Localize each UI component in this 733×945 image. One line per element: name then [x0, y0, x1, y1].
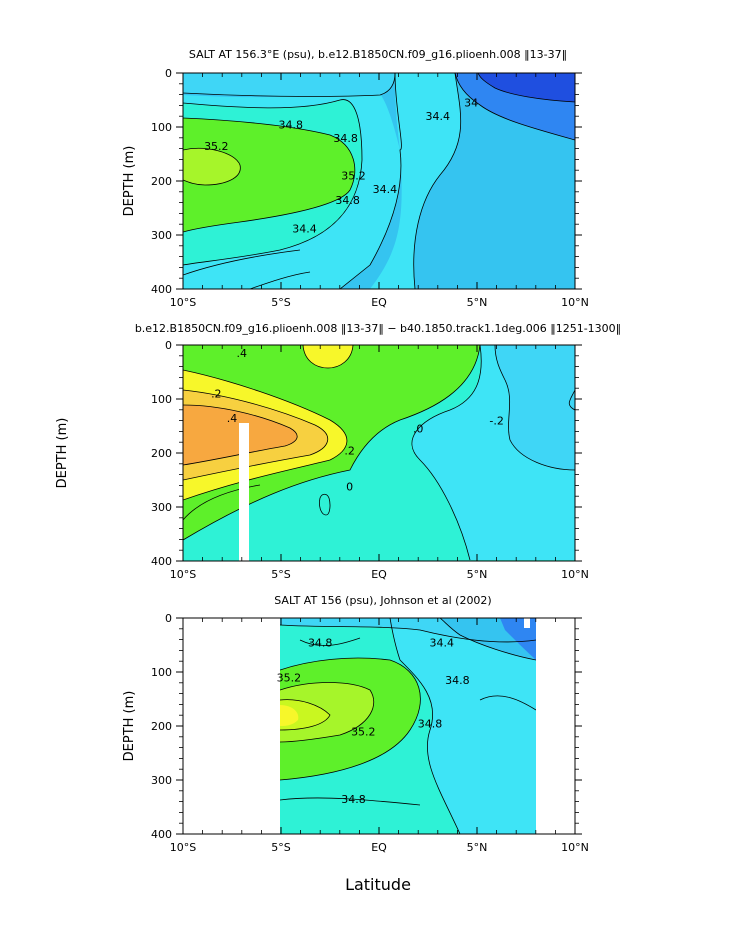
- contour-label: 34.8: [418, 717, 443, 730]
- y-tick-label: 200: [151, 720, 172, 733]
- panel-2-axes: 10°S 5°S EQ 5°N 10°N 0 100 200 300 400: [151, 339, 589, 581]
- y-tick-label: 300: [151, 229, 172, 242]
- contour-label: 34.4: [292, 223, 317, 236]
- panel-1: SALT AT 156.3°E (psu), b.e12.B1850CN.f09…: [122, 48, 589, 309]
- contour-label: 34.4: [429, 636, 454, 649]
- contour-label: 35.2: [351, 725, 376, 738]
- x-tick-label: EQ: [371, 568, 387, 581]
- x-axis-label: Latitude: [345, 875, 411, 894]
- x-tick-label: 10°N: [561, 841, 589, 854]
- panel-1-field: [183, 73, 575, 289]
- x-tick-label: 5°S: [271, 841, 290, 854]
- x-tick-label: 5°N: [467, 841, 488, 854]
- y-tick-label: 0: [165, 612, 172, 625]
- x-tick-label: 10°S: [170, 841, 196, 854]
- panel-3-ylabel: DEPTH (m): [122, 691, 137, 762]
- contour-label: 35.2: [341, 170, 366, 183]
- contour-label: 34.4: [373, 183, 398, 196]
- panel-1-title: SALT AT 156.3°E (psu), b.e12.B1850CN.f09…: [189, 48, 567, 61]
- y-tick-label: 400: [151, 828, 172, 841]
- x-tick-label: 5°S: [271, 568, 290, 581]
- y-tick-label: 100: [151, 393, 172, 406]
- panel-1-ylabel: DEPTH (m): [122, 146, 137, 217]
- y-tick-label: 300: [151, 774, 172, 787]
- y-tick-label: 400: [151, 555, 172, 568]
- x-tick-label: 5°N: [467, 296, 488, 309]
- panel-3: SALT AT 156 (psu), Johnson et al (2002): [122, 594, 589, 854]
- contour-label: 0: [346, 480, 353, 493]
- y-tick-label: 200: [151, 175, 172, 188]
- contour-label: 34: [464, 97, 478, 110]
- y-tick-label: 0: [165, 67, 172, 80]
- contour-label: .0: [413, 423, 424, 436]
- x-tick-label: EQ: [371, 841, 387, 854]
- x-tick-label: 5°S: [271, 296, 290, 309]
- panel-2-contour-labels: .4 .2 .4 .2 .0 -.2 0: [211, 347, 504, 493]
- y-tick-label: 200: [151, 447, 172, 460]
- contour-label: .2: [344, 444, 355, 457]
- panel-2: b.e12.B1850CN.f09_g16.plioenh.008 ‖13-37…: [55, 322, 621, 581]
- y-tick-label: 300: [151, 501, 172, 514]
- panel-2-ylabel: DEPTH (m): [55, 418, 70, 489]
- contour-label: 35.2: [277, 671, 302, 684]
- x-tick-label: 10°N: [561, 296, 589, 309]
- panel-1-axes: 10°S 5°S EQ 5°N 10°N 0 100 200 300 400: [151, 67, 589, 309]
- panel-3-contour-labels: 34.8 34.4 35.2 34.8 35.2 34.8 34.8: [277, 636, 470, 806]
- contour-label: 34.8: [333, 132, 358, 145]
- contour-label: 34.8: [335, 194, 360, 207]
- contour-label: 34.8: [341, 793, 366, 806]
- contour-label: .4: [227, 412, 238, 425]
- contour-label: .2: [211, 388, 222, 401]
- x-tick-label: EQ: [371, 296, 387, 309]
- contour-label: 35.2: [204, 140, 229, 153]
- x-tick-label: 10°N: [561, 568, 589, 581]
- contour-label: .4: [237, 347, 248, 360]
- panel-3-axes: 10°S 5°S EQ 5°N 10°N 0 100 200 300 400: [151, 612, 589, 854]
- x-tick-label: 10°S: [170, 296, 196, 309]
- x-tick-label: 10°S: [170, 568, 196, 581]
- panel-1-contour-labels: 34.8 35.2 35.2 34.8 34.4 34.8 34.4 34 34.4: [204, 97, 478, 236]
- panel-3-field: [280, 618, 536, 834]
- panel-3-title: SALT AT 156 (psu), Johnson et al (2002): [274, 594, 491, 607]
- panel-2-title: b.e12.B1850CN.f09_g16.plioenh.008 ‖13-37…: [135, 322, 621, 335]
- contour-label: 34.4: [426, 110, 451, 123]
- panel-2-field: [183, 345, 575, 561]
- x-tick-label: 5°N: [467, 568, 488, 581]
- y-tick-label: 100: [151, 121, 172, 134]
- contour-label: 34.8: [279, 118, 304, 131]
- contour-label: 34.8: [308, 636, 333, 649]
- contour-label: 34.8: [445, 674, 470, 687]
- y-tick-label: 400: [151, 283, 172, 296]
- y-tick-label: 100: [151, 666, 172, 679]
- contour-label: -.2: [489, 415, 503, 428]
- y-tick-label: 0: [165, 339, 172, 352]
